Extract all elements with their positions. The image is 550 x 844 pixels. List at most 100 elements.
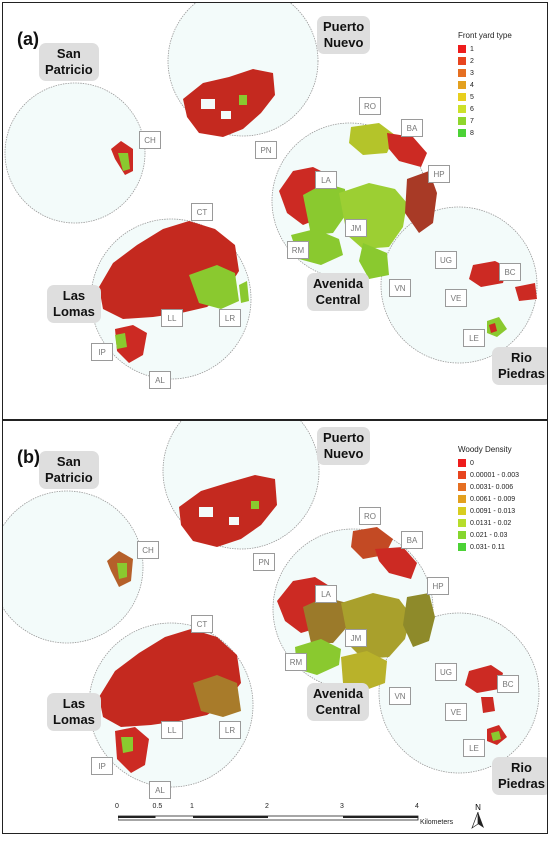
parcels-san-patricio: [107, 551, 133, 587]
scale-bar-graphic: [118, 815, 419, 821]
code-label-lr: LR: [219, 309, 241, 327]
legend-item: 0.0031- 0.006: [458, 481, 519, 493]
code-label-jm: JM: [345, 219, 367, 237]
scale-tick-label: 4: [415, 803, 419, 810]
legend-label: 6: [470, 105, 474, 113]
region-label-avenida-central: Avenida Central: [307, 683, 370, 721]
code-label-ip: IP: [91, 343, 113, 361]
legend-items: 0 0.00001 - 0.003 0.0031- 0.006 0.0061 - 0.…: [458, 457, 519, 553]
map-b: [3, 421, 540, 788]
code-label-ve: VE: [445, 703, 467, 721]
legend-items: 1 2 3 4 5 6 7 8: [458, 43, 518, 139]
legend-title: Front yard type: [458, 31, 512, 40]
code-label-bc: BC: [497, 675, 519, 693]
legend-label: 5: [470, 93, 474, 101]
legend-swatch: [458, 519, 466, 527]
legend-label: 3: [470, 69, 474, 77]
legend-label: 0.0061 - 0.009: [470, 495, 516, 503]
scale-tick-label: 2: [265, 803, 269, 810]
code-label-ch: CH: [137, 541, 159, 559]
code-label-rm: RM: [287, 241, 309, 259]
legend-swatch: [458, 495, 466, 503]
region-label-avenida-central: Avenida Central: [307, 273, 370, 311]
code-label-ro: RO: [359, 97, 381, 115]
legend-item: 0.021 - 0.03: [458, 529, 519, 541]
panel-b: (b) San Patricio Puerto Nuevo Las Lomas Ave…: [2, 420, 548, 834]
scale-segment: [193, 816, 268, 818]
legend-swatch: [458, 471, 466, 479]
code-label-ip: IP: [91, 757, 113, 775]
north-arrow: N: [470, 803, 486, 835]
parcels-san-patricio: [111, 141, 133, 175]
parcels-puerto-nuevo: [183, 69, 275, 137]
legend-swatch: [458, 117, 466, 125]
legend-item: 0.0091 - 0.013: [458, 505, 519, 517]
circle-san-patricio: [4, 82, 146, 224]
legend-item: 0: [458, 457, 519, 469]
map-a: [4, 3, 538, 380]
code-label-ro: RO: [359, 507, 381, 525]
code-label-lr: LR: [219, 721, 241, 739]
region-label-san-patricio: San Patricio: [39, 451, 99, 489]
code-label-la: LA: [315, 171, 337, 189]
region-label-rio-piedras: Rio Piedras: [492, 347, 547, 385]
legend-item: 0.031- 0.11: [458, 541, 519, 553]
legend-item: 6: [458, 103, 518, 115]
code-label-vn: VN: [389, 687, 411, 705]
code-label-ch: CH: [139, 131, 161, 149]
scale-tick-label: 0: [115, 803, 119, 810]
code-label-pn: PN: [253, 553, 275, 571]
legend-item: 7: [458, 115, 518, 127]
legend-item: 0.0131 - 0.02: [458, 517, 519, 529]
region-label-rio-piedras: Rio Piedras: [492, 757, 547, 795]
code-label-le: LE: [463, 739, 485, 757]
legend-swatch: [458, 93, 466, 101]
code-label-hp: HP: [428, 165, 450, 183]
legend-label: 0.0091 - 0.013: [470, 507, 516, 515]
code-label-vn: VN: [389, 279, 411, 297]
legend-item: 8: [458, 127, 518, 139]
legend-item: 0.00001 - 0.003: [458, 469, 519, 481]
scale-unit: Kilometers: [420, 819, 454, 826]
parcels-las-lomas: [99, 629, 241, 773]
code-label-ll: LL: [161, 309, 183, 327]
code-label-ll: LL: [161, 721, 183, 739]
code-label-ct: CT: [191, 203, 213, 221]
code-label-hp: HP: [427, 577, 449, 595]
legend-item: 2: [458, 55, 518, 67]
legend-swatch: [458, 459, 466, 467]
scale-tick-label: 3: [340, 803, 344, 810]
region-label-san-patricio: San Patricio: [39, 43, 99, 81]
region-label-las-lomas: Las Lomas: [47, 693, 101, 731]
parcels-puerto-nuevo: [179, 475, 277, 547]
legend-item: 1: [458, 43, 518, 55]
legend-swatch: [458, 81, 466, 89]
legend-label: 0.0031- 0.006: [470, 483, 514, 491]
panel-label: (a): [17, 29, 39, 49]
legend-label: 0: [470, 459, 474, 467]
legend-swatch: [458, 483, 466, 491]
legend-label: 0.00001 - 0.003: [470, 471, 520, 479]
code-label-bc: BC: [499, 263, 521, 281]
code-label-jm: JM: [345, 629, 367, 647]
code-label-ct: CT: [191, 615, 213, 633]
legend-label: 2: [470, 57, 474, 65]
legend-swatch: [458, 507, 466, 515]
legend-label: 8: [470, 129, 474, 137]
region-label-puerto-nuevo: Puerto Nuevo: [317, 427, 371, 465]
legend-label: 4: [470, 81, 474, 89]
legend-swatch: [458, 45, 466, 53]
legend-title: Woody Density: [458, 445, 512, 454]
code-label-ug: UG: [435, 663, 457, 681]
code-label-ba: BA: [401, 531, 423, 549]
legend-item: 3: [458, 67, 518, 79]
panel-a: (a) San Patricio Puerto Nuevo Las Lomas Ave…: [2, 2, 548, 420]
parcels-las-lomas: [99, 221, 249, 363]
code-label-ug: UG: [435, 251, 457, 269]
region-label-puerto-nuevo: Puerto Nuevo: [317, 16, 371, 54]
region-label-las-lomas: Las Lomas: [47, 285, 101, 323]
code-label-la: LA: [315, 585, 337, 603]
legend-swatch: [458, 543, 466, 551]
code-label-ve: VE: [445, 289, 467, 307]
scale-segment: [343, 816, 418, 818]
